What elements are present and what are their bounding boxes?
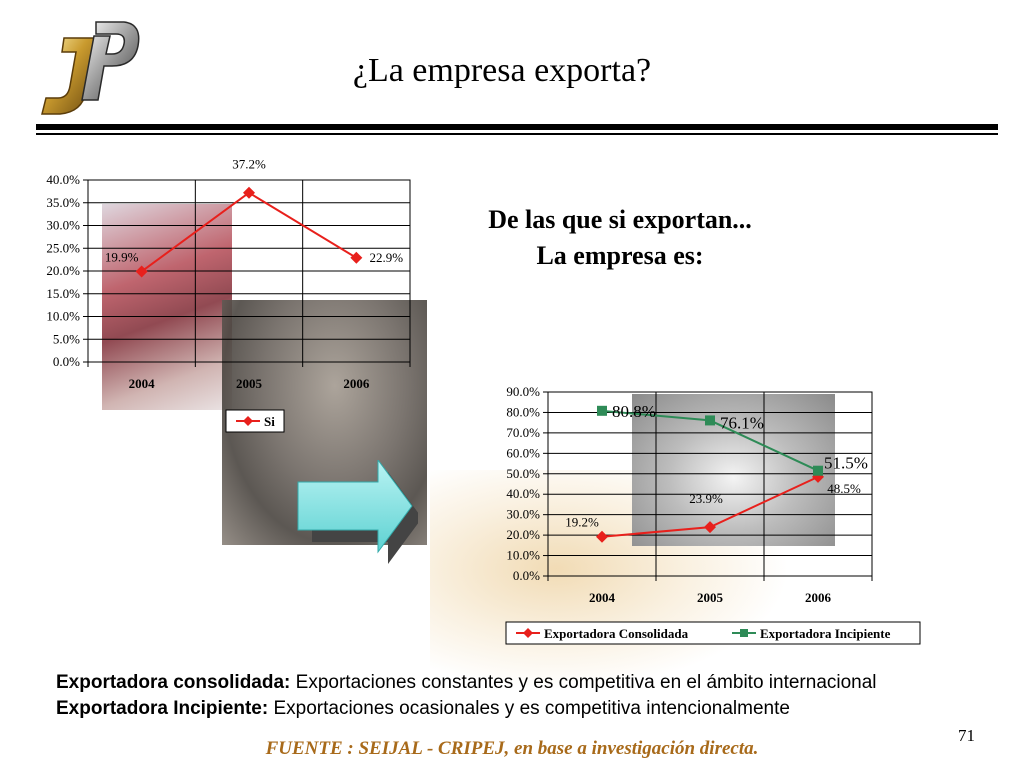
jp-logo: [41, 21, 140, 115]
y-tick-label: 80.0%: [506, 404, 540, 419]
y-tick-label: 15.0%: [46, 286, 80, 301]
data-point: [350, 251, 363, 264]
y-tick-label: 60.0%: [506, 445, 540, 460]
y-tick-label: 90.0%: [506, 384, 540, 399]
title-rule-thick: [36, 124, 998, 130]
y-tick-label: 35.0%: [46, 195, 80, 210]
y-tick-label: 20.0%: [46, 263, 80, 278]
y-tick-label: 40.0%: [46, 172, 80, 187]
y-tick-label: 25.0%: [46, 240, 80, 255]
data-label: 37.2%: [232, 157, 266, 172]
definition-text: Exportaciones ocasionales y es competiti…: [268, 698, 790, 719]
data-point: [597, 405, 607, 416]
photo-woman-red: [102, 204, 232, 410]
definitions: Exportadora consolidada: Exportaciones c…: [56, 670, 877, 722]
right-arrow-icon: [297, 460, 418, 564]
photo-hearts: [632, 394, 835, 546]
title-rule-thin: [36, 133, 998, 135]
subtitle-line1: De las que si exportan...: [488, 205, 752, 234]
y-tick-label: 0.0%: [53, 354, 80, 369]
data-label: 22.9%: [370, 250, 404, 265]
y-tick-label: 30.0%: [46, 218, 80, 233]
definition-incipiente: Exportadora Incipiente: Exportaciones oc…: [56, 696, 877, 722]
page-number: 71: [958, 726, 975, 745]
definition-term: Exportadora Incipiente:: [56, 698, 269, 719]
y-tick-label: 5.0%: [53, 331, 80, 346]
subtitle-line2: La empresa es:: [536, 241, 704, 270]
source-note: FUENTE : SEIJAL - CRIPEJ, en base a inve…: [265, 738, 759, 759]
y-tick-label: 70.0%: [506, 425, 540, 440]
definition-consolidada: Exportadora consolidada: Exportaciones c…: [56, 670, 877, 696]
y-tick-label: 10.0%: [46, 309, 80, 324]
definition-term: Exportadora consolidada:: [56, 672, 291, 693]
definition-text: Exportaciones constantes y es competitiv…: [290, 672, 877, 693]
slide-title: ¿La empresa exporta?: [352, 52, 652, 89]
chart2-heading: De las que si exportan... La empresa es:: [440, 202, 800, 274]
data-point: [243, 186, 255, 199]
x-tick-label: 2006: [805, 590, 832, 605]
